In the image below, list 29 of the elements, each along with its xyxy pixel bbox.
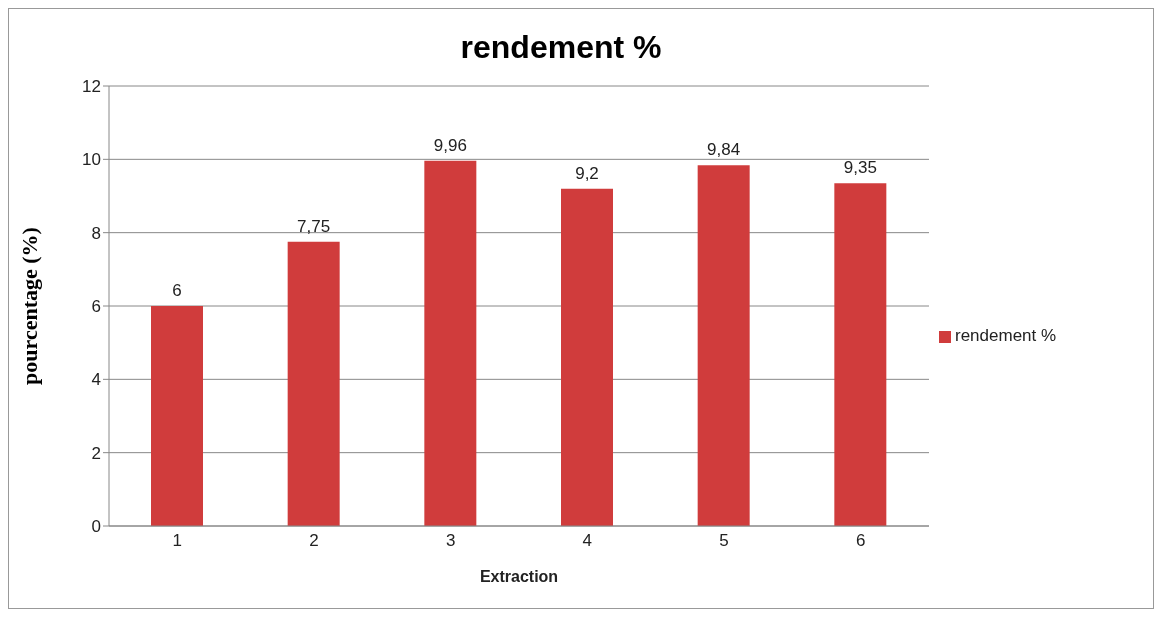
data-label: 9,2	[575, 163, 599, 183]
x-tick-label: 2	[309, 531, 319, 551]
x-axis-title: Extraction	[479, 568, 559, 585]
y-tick-label: 6	[91, 297, 101, 317]
bar	[561, 188, 613, 526]
y-tick-label: 2	[91, 443, 101, 463]
y-axis-title: pourcentage (%)	[16, 227, 42, 385]
y-tick-label: 0	[91, 517, 101, 537]
legend-label: rendement %	[955, 326, 1057, 345]
y-tick-label: 4	[91, 370, 101, 390]
data-label: 9,35	[843, 158, 877, 178]
bar	[697, 165, 750, 526]
data-label: 6	[172, 281, 182, 300]
x-tick-label: 3	[445, 531, 456, 551]
data-label: 7,75	[297, 216, 331, 236]
bar	[424, 160, 477, 526]
x-tick-label: 5	[719, 531, 729, 551]
bar	[834, 183, 887, 526]
y-tick-label: 10	[82, 150, 101, 170]
y-tick-label: 12	[82, 77, 101, 97]
bar	[287, 241, 340, 526]
x-tick-label: 1	[172, 531, 183, 551]
data-label: 9,84	[707, 140, 741, 160]
chart-title: rendement %	[459, 29, 663, 66]
bar	[151, 306, 203, 526]
data-label: 9,96	[433, 135, 467, 155]
x-tick-label: 6	[855, 531, 866, 551]
y-tick-label: 8	[91, 223, 101, 243]
x-tick-label: 4	[582, 531, 593, 551]
